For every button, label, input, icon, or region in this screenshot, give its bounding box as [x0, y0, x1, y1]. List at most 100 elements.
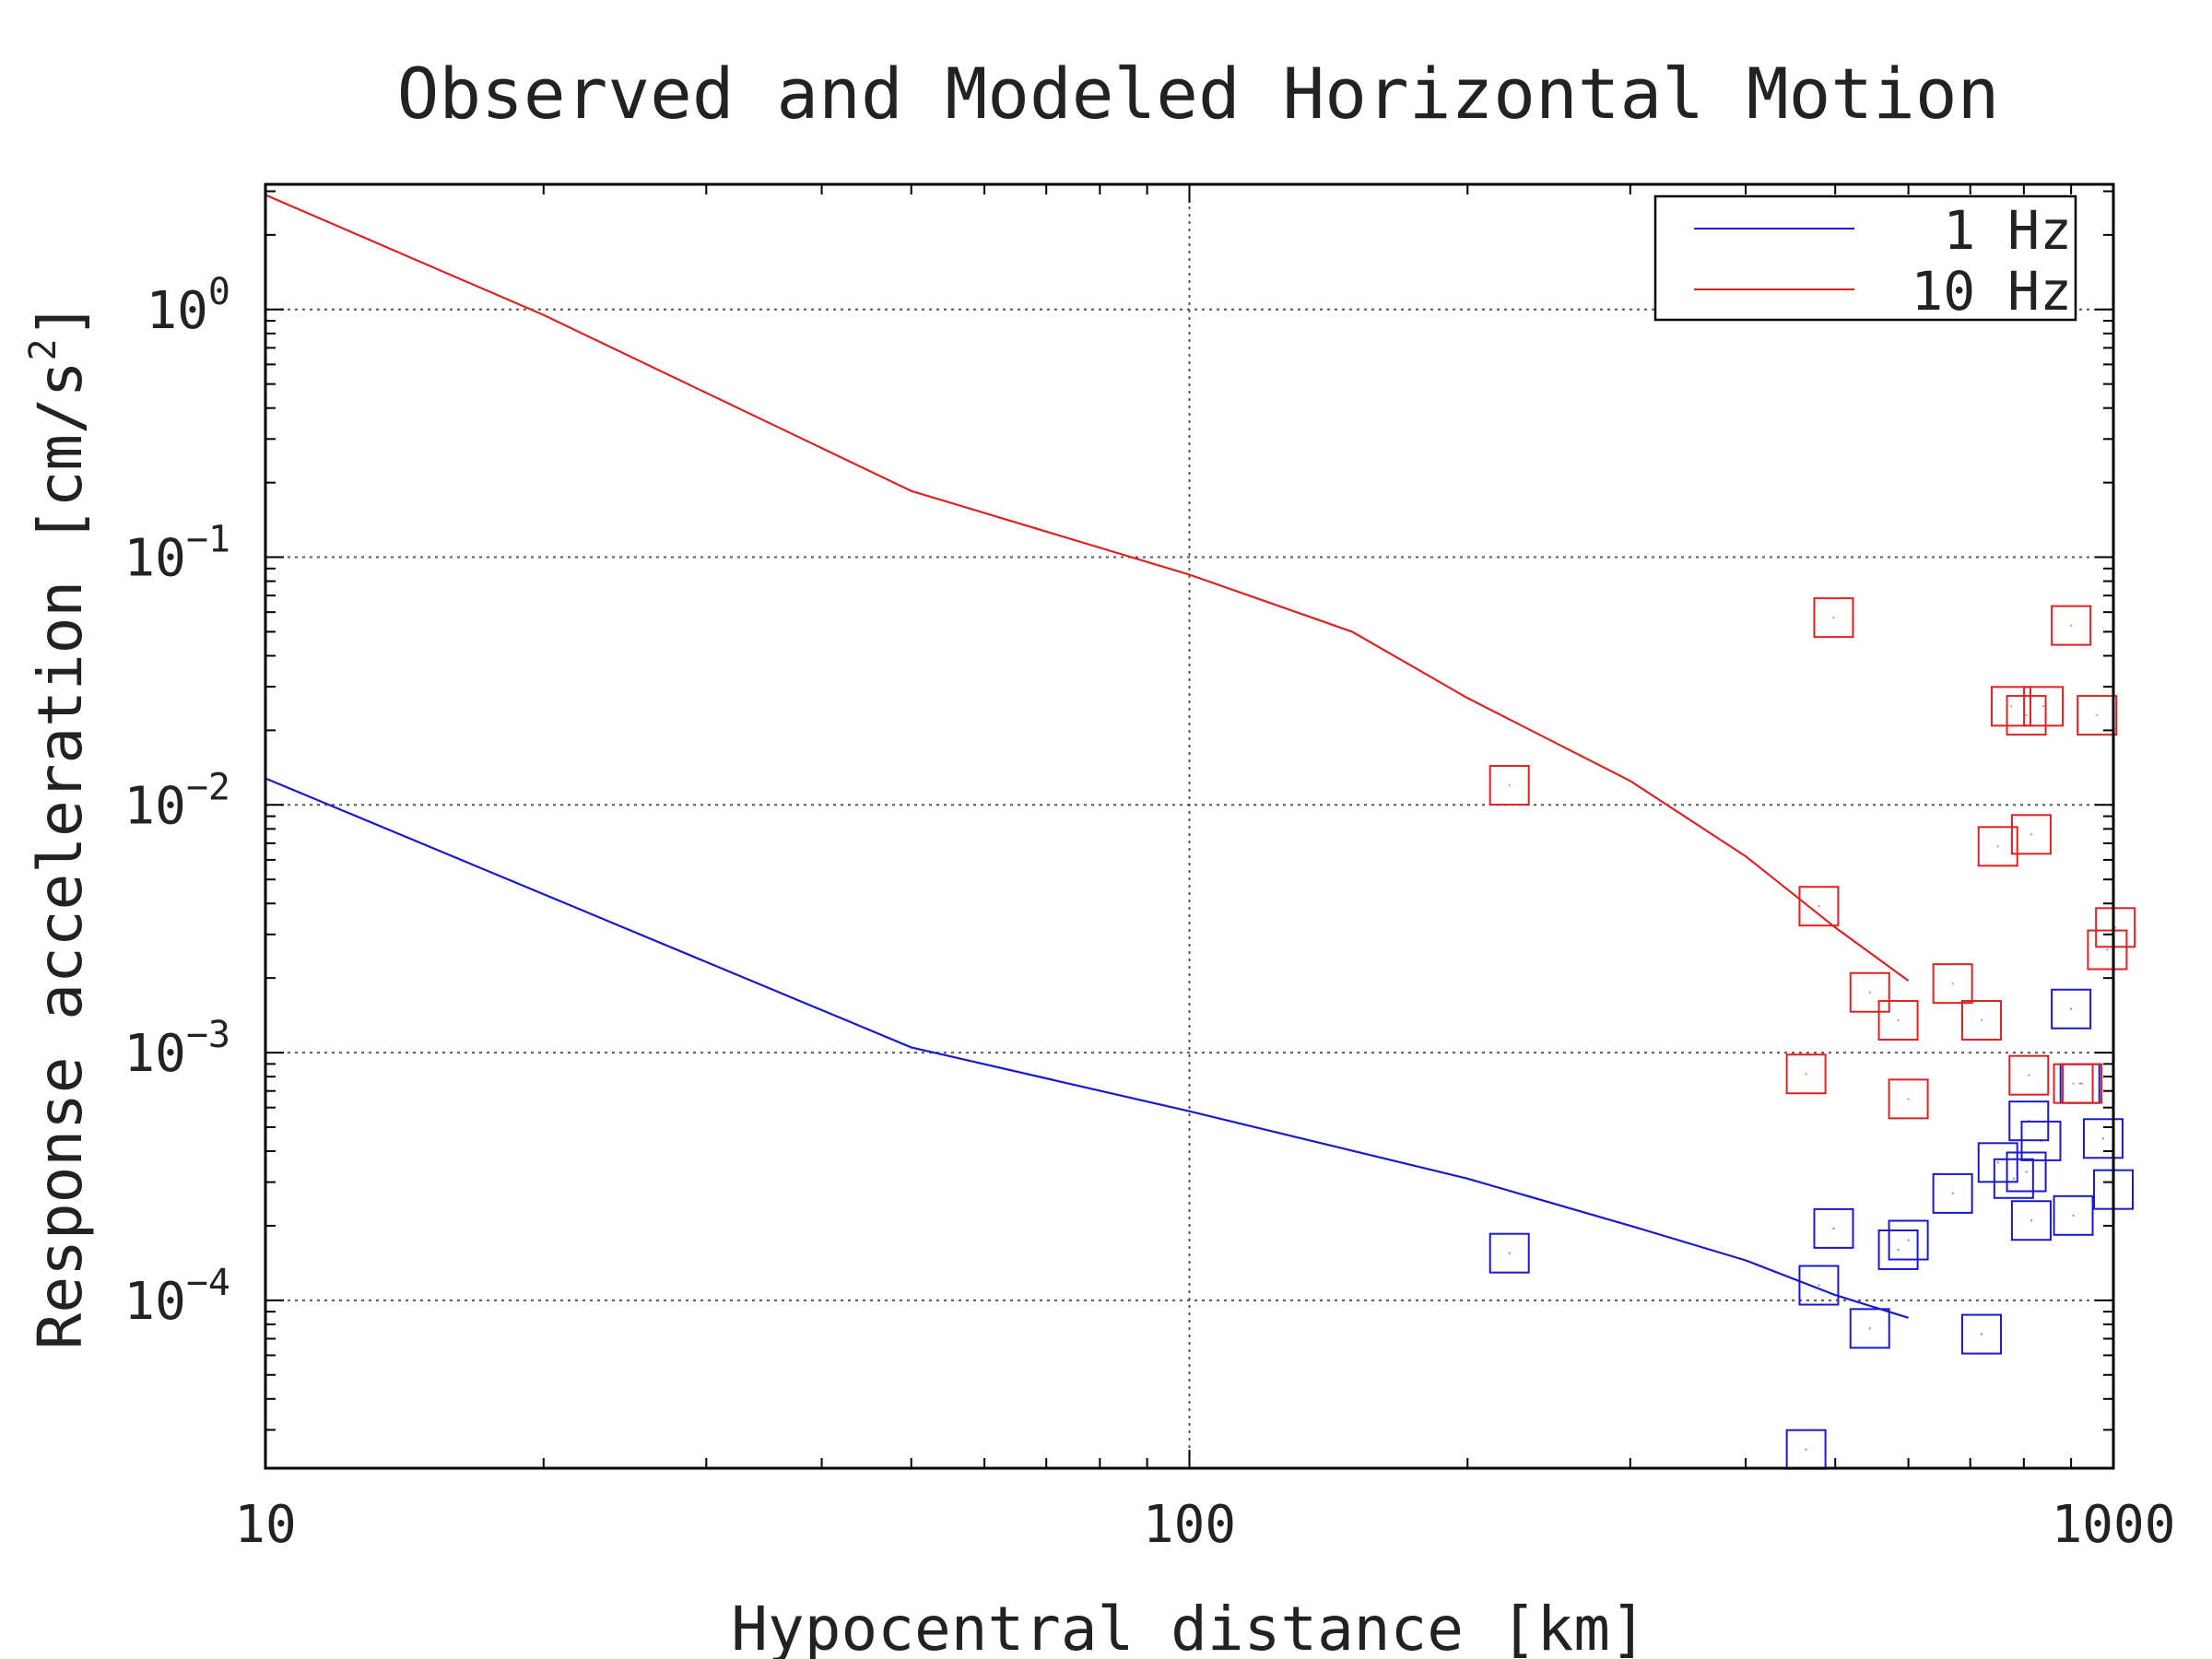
observed-marker-center-10hz: [2009, 705, 2013, 708]
observed-marker-center-1hz: [1818, 1284, 1820, 1287]
observed-marker-1hz: [1877, 1229, 1919, 1270]
y-tick-base: 10: [124, 776, 185, 836]
y-axis-label: Response acceleration [cm/s2]: [22, 302, 96, 1350]
observed-marker-center-10hz: [1818, 905, 1820, 908]
observed-marker-1hz: [1798, 1265, 1840, 1306]
observed-marker-1hz: [1932, 1172, 1973, 1214]
observed-marker-center-10hz: [2072, 1082, 2075, 1085]
observed-marker-1hz: [1813, 1207, 1854, 1249]
observed-marker-10hz: [1888, 1078, 1929, 1120]
observed-marker-center-1hz: [1508, 1252, 1511, 1254]
y-tick-base: 10: [124, 1024, 185, 1084]
observed-marker-center-10hz: [2069, 624, 2073, 627]
y-tick-exponent: −1: [186, 519, 230, 561]
observed-marker-1hz: [1960, 1313, 2002, 1355]
y-tick-label: 10−3: [124, 1014, 230, 1084]
observed-marker-center-10hz: [1897, 1018, 1900, 1022]
observed-marker-1hz: [2020, 1120, 2062, 1161]
observed-marker-center-10hz: [1868, 991, 1871, 994]
legend-label-10hz: 10 Hz: [1911, 260, 2072, 323]
observed-marker-center-1hz: [1832, 1227, 1835, 1230]
observed-marker-1hz: [2006, 1151, 2047, 1193]
observed-marker-10hz: [1785, 1053, 1827, 1095]
observed-marker-center-1hz: [2012, 1177, 2016, 1180]
x-tick-label: 100: [1143, 1495, 1236, 1555]
legend: 1 Hz 10 Hz: [1653, 194, 2077, 323]
observed-marker-center-1hz: [2072, 1214, 2075, 1218]
observed-marker-10hz: [1877, 1000, 1919, 1041]
observed-marker-1hz: [1888, 1219, 1929, 1261]
observed-marker-1hz: [1849, 1308, 1890, 1349]
observed-marker-center-1hz: [1897, 1248, 1900, 1252]
observed-marker-center-1hz: [1868, 1327, 1871, 1330]
observed-marker-1hz: [2010, 1200, 2052, 1241]
y-axis-label-close: ]: [25, 302, 96, 339]
x-tick-label: 10: [234, 1495, 296, 1555]
observed-marker-10hz: [2008, 1054, 2050, 1096]
observed-marker-center-10hz: [1980, 1018, 1983, 1022]
y-tick-exponent: −4: [186, 1262, 230, 1304]
y-tick-exponent: −2: [186, 766, 230, 808]
observed-marker-10hz: [2077, 695, 2118, 736]
observed-marker-1hz: [2051, 988, 2092, 1030]
observed-marker-10hz: [2051, 605, 2092, 646]
observed-marker-10hz: [2006, 695, 2047, 736]
observed-marker-10hz: [2087, 929, 2128, 971]
y-axis-label-main: Response acceleration [cm/s: [25, 360, 96, 1349]
observed-marker-10hz: [1798, 886, 1840, 927]
observed-marker-1hz: [2053, 1194, 2094, 1236]
observed-marker-center-1hz: [2030, 1219, 2033, 1222]
observed-marker-1hz: [1977, 1142, 2018, 1183]
observed-marker-center-1hz: [1805, 1448, 1807, 1451]
observed-marker-center-1hz: [2040, 1139, 2042, 1143]
observed-marker-center-10hz: [2080, 1082, 2084, 1085]
y-tick-label: 10−4: [124, 1262, 230, 1332]
observed-marker-10hz: [1849, 971, 1890, 1013]
observed-marker-center-1hz: [1996, 1161, 1999, 1164]
chart-title: Observed and Modeled Horizontal Motion: [397, 53, 2000, 135]
model-line-1hz: [265, 777, 1909, 1319]
axis-ticks: [265, 184, 2114, 1468]
observed-marker-10hz: [1991, 686, 2032, 727]
observed-marker-1hz: [1488, 1232, 1530, 1274]
observed-marker-1hz: [2082, 1118, 2124, 1159]
observed-marker-center-10hz: [1951, 982, 1954, 985]
y-tick-exponent: 0: [208, 271, 230, 313]
observed-marker-center-10hz: [1508, 783, 1511, 787]
y-tick-base: 10: [146, 281, 207, 341]
x-tick-label: 1000: [2052, 1495, 2176, 1555]
observed-markers: [1488, 597, 2136, 1470]
observed-marker-10hz: [2010, 814, 2052, 855]
observed-marker-center-1hz: [2025, 1171, 2028, 1173]
observed-marker-center-10hz: [1907, 1098, 1910, 1100]
observed-marker-center-1hz: [2078, 1082, 2081, 1085]
observed-marker-center-10hz: [2096, 713, 2099, 717]
observed-marker-center-10hz: [2028, 1074, 2030, 1077]
observed-marker-10hz: [2062, 1063, 2103, 1104]
observed-marker-center-1hz: [1907, 1239, 1910, 1241]
observed-marker-10hz: [1932, 963, 1973, 1005]
y-tick-base: 10: [124, 1272, 185, 1332]
y-axis-label-superscript: 2: [22, 338, 65, 360]
observed-marker-10hz: [1813, 597, 1854, 639]
legend-label-1hz: 1 Hz: [1943, 199, 2072, 262]
observed-marker-10hz: [2095, 907, 2136, 948]
observed-marker-center-10hz: [2106, 948, 2109, 951]
observed-marker-center-10hz: [2041, 705, 2045, 708]
observed-marker-center-10hz: [1805, 1073, 1807, 1076]
y-tick-exponent: −3: [186, 1014, 230, 1056]
observed-marker-center-1hz: [1980, 1333, 1983, 1335]
x-axis-label: Hypocentral distance [km]: [731, 1594, 1646, 1659]
y-tick-label: 10−1: [124, 519, 230, 589]
y-tick-base: 10: [124, 529, 185, 589]
x-tick-labels: 10 100 1000: [234, 1495, 2175, 1555]
observed-marker-center-1hz: [2069, 1007, 2073, 1010]
observed-marker-10hz: [1960, 1000, 2002, 1041]
observed-marker-10hz: [1488, 765, 1530, 806]
observed-marker-center-10hz: [2113, 926, 2117, 929]
y-tick-label: 100: [146, 271, 230, 341]
observed-marker-10hz: [1977, 826, 2018, 867]
observed-marker-10hz: [2023, 686, 2065, 727]
